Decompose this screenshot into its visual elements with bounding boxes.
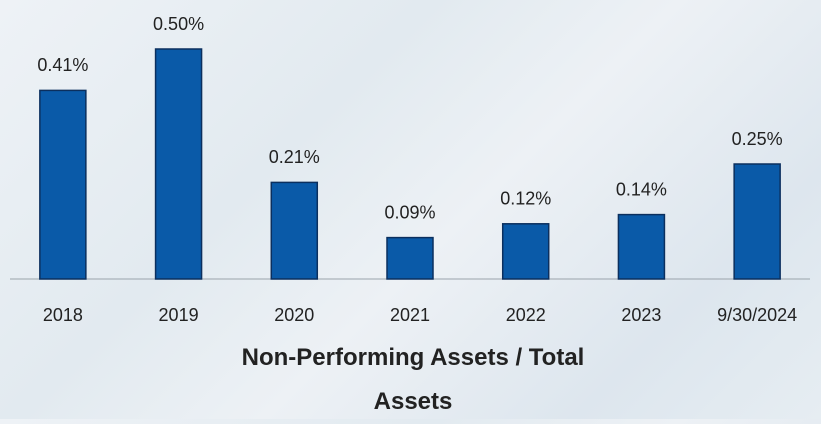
data-label: 0.12%	[500, 189, 551, 209]
bar	[270, 181, 319, 280]
data-label: 0.25%	[732, 129, 783, 149]
x-tick-label: 2022	[506, 305, 546, 325]
chart: 0.41% 2018 0.50% 2019 0.21% 2020 0.09% 2021 0.12…	[10, 14, 810, 325]
data-label: 0.14%	[616, 179, 667, 199]
x-tick-label: 9/30/2024	[717, 305, 797, 325]
bar	[386, 236, 434, 280]
chart-title: Non-Performing Assets / Total Assets	[241, 344, 585, 415]
data-label: 0.41%	[37, 55, 88, 75]
x-tick-label: 2018	[43, 305, 83, 325]
bar	[733, 163, 781, 280]
x-tick-label: 2023	[621, 305, 661, 325]
bar	[501, 223, 550, 280]
x-tick-label: 2019	[159, 305, 199, 325]
x-tick-label: 2021	[390, 305, 430, 325]
bar	[617, 213, 666, 280]
data-label: 0.09%	[384, 202, 435, 222]
bar	[39, 89, 87, 280]
x-tick-label: 2020	[274, 305, 314, 325]
data-label: 0.50%	[153, 14, 204, 34]
bar	[154, 48, 203, 280]
data-label: 0.21%	[269, 147, 320, 167]
